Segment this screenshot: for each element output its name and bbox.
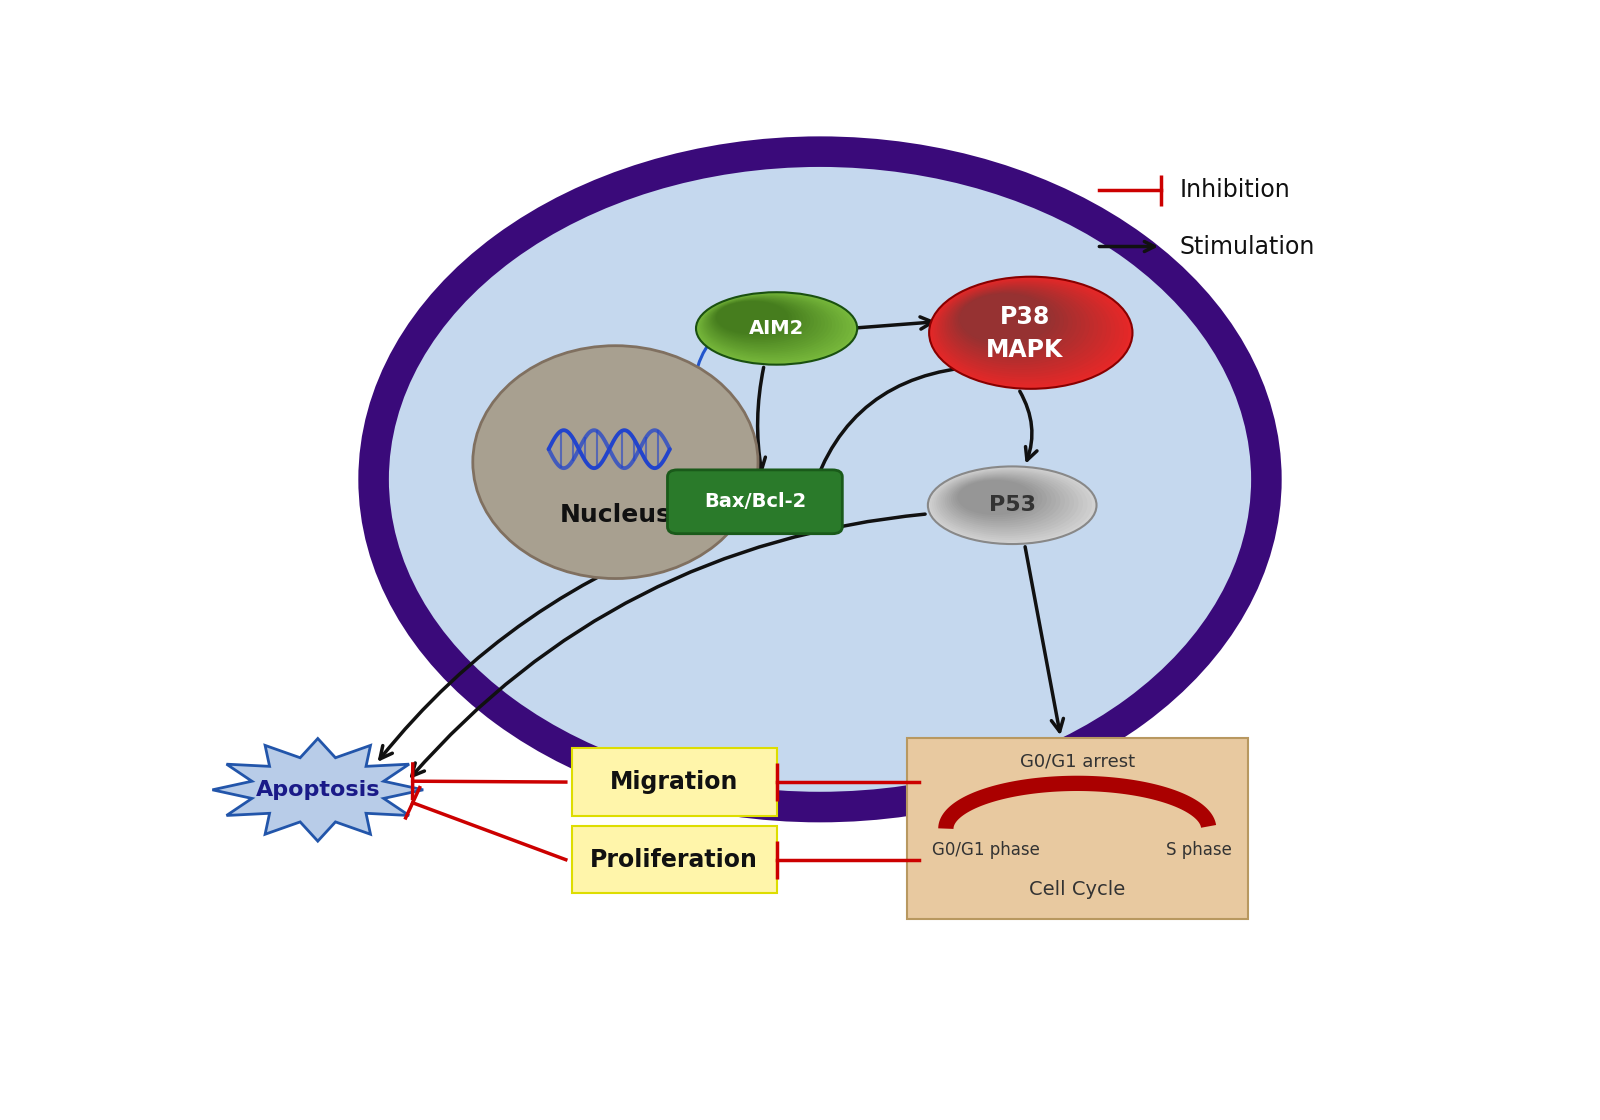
Ellipse shape (933, 279, 1123, 384)
Ellipse shape (928, 466, 1096, 544)
Ellipse shape (710, 298, 810, 344)
Ellipse shape (930, 467, 1093, 542)
Ellipse shape (957, 291, 1059, 348)
Ellipse shape (714, 300, 795, 337)
FancyBboxPatch shape (667, 470, 842, 534)
Ellipse shape (950, 288, 1077, 358)
Ellipse shape (944, 474, 1061, 528)
Ellipse shape (704, 296, 829, 352)
Ellipse shape (946, 286, 1090, 365)
Ellipse shape (954, 290, 1069, 354)
Ellipse shape (955, 291, 1064, 351)
Ellipse shape (944, 284, 1094, 367)
Ellipse shape (701, 295, 838, 356)
Ellipse shape (939, 282, 1107, 375)
Ellipse shape (952, 289, 1072, 356)
Ellipse shape (941, 283, 1102, 372)
Ellipse shape (704, 296, 832, 353)
Ellipse shape (947, 287, 1085, 363)
Ellipse shape (702, 295, 835, 355)
Ellipse shape (954, 478, 1042, 519)
Ellipse shape (709, 298, 814, 345)
Ellipse shape (696, 292, 858, 365)
Ellipse shape (930, 277, 1133, 389)
Text: Stimulation: Stimulation (1179, 234, 1315, 259)
FancyBboxPatch shape (907, 738, 1248, 920)
Ellipse shape (960, 293, 1051, 344)
Ellipse shape (710, 299, 806, 342)
Text: S phase: S phase (1166, 841, 1232, 859)
Ellipse shape (934, 279, 1120, 382)
Text: G0/G1 arrest: G0/G1 arrest (1019, 753, 1134, 771)
Text: Inhibition: Inhibition (1179, 178, 1290, 203)
Text: Proliferation: Proliferation (590, 848, 758, 871)
Polygon shape (213, 738, 422, 841)
Ellipse shape (947, 475, 1056, 525)
Text: Nucleus: Nucleus (560, 503, 672, 526)
Ellipse shape (942, 283, 1098, 370)
Ellipse shape (714, 300, 800, 338)
Ellipse shape (698, 293, 850, 362)
Ellipse shape (938, 281, 1110, 377)
Ellipse shape (949, 288, 1082, 361)
Text: MAPK: MAPK (986, 338, 1064, 362)
Text: AIM2: AIM2 (749, 319, 805, 338)
Text: P53: P53 (989, 495, 1035, 515)
Ellipse shape (698, 292, 853, 363)
Ellipse shape (717, 301, 789, 334)
Ellipse shape (699, 293, 846, 360)
Text: Cell Cycle: Cell Cycle (1029, 880, 1125, 899)
Ellipse shape (958, 292, 1056, 346)
Ellipse shape (949, 476, 1051, 523)
Ellipse shape (701, 295, 843, 358)
Ellipse shape (957, 480, 1034, 515)
FancyBboxPatch shape (573, 827, 776, 894)
Text: Bax/Bcl-2: Bax/Bcl-2 (704, 493, 806, 512)
Ellipse shape (706, 297, 824, 351)
Text: P38: P38 (1000, 306, 1050, 329)
Ellipse shape (474, 346, 758, 579)
Ellipse shape (934, 469, 1083, 538)
Ellipse shape (941, 473, 1069, 532)
Ellipse shape (942, 474, 1066, 530)
FancyBboxPatch shape (573, 748, 776, 815)
Ellipse shape (931, 278, 1128, 386)
Text: Migration: Migration (610, 771, 739, 794)
Ellipse shape (712, 299, 803, 340)
Ellipse shape (707, 297, 821, 348)
Ellipse shape (715, 301, 792, 336)
Ellipse shape (939, 472, 1074, 533)
Text: G0/G1 phase: G0/G1 phase (931, 841, 1040, 859)
Ellipse shape (950, 477, 1046, 521)
Ellipse shape (933, 468, 1088, 540)
Ellipse shape (936, 470, 1078, 535)
Ellipse shape (707, 298, 818, 347)
Text: Apoptosis: Apoptosis (256, 780, 381, 800)
Ellipse shape (955, 479, 1038, 517)
Ellipse shape (936, 280, 1115, 380)
Ellipse shape (373, 151, 1267, 808)
